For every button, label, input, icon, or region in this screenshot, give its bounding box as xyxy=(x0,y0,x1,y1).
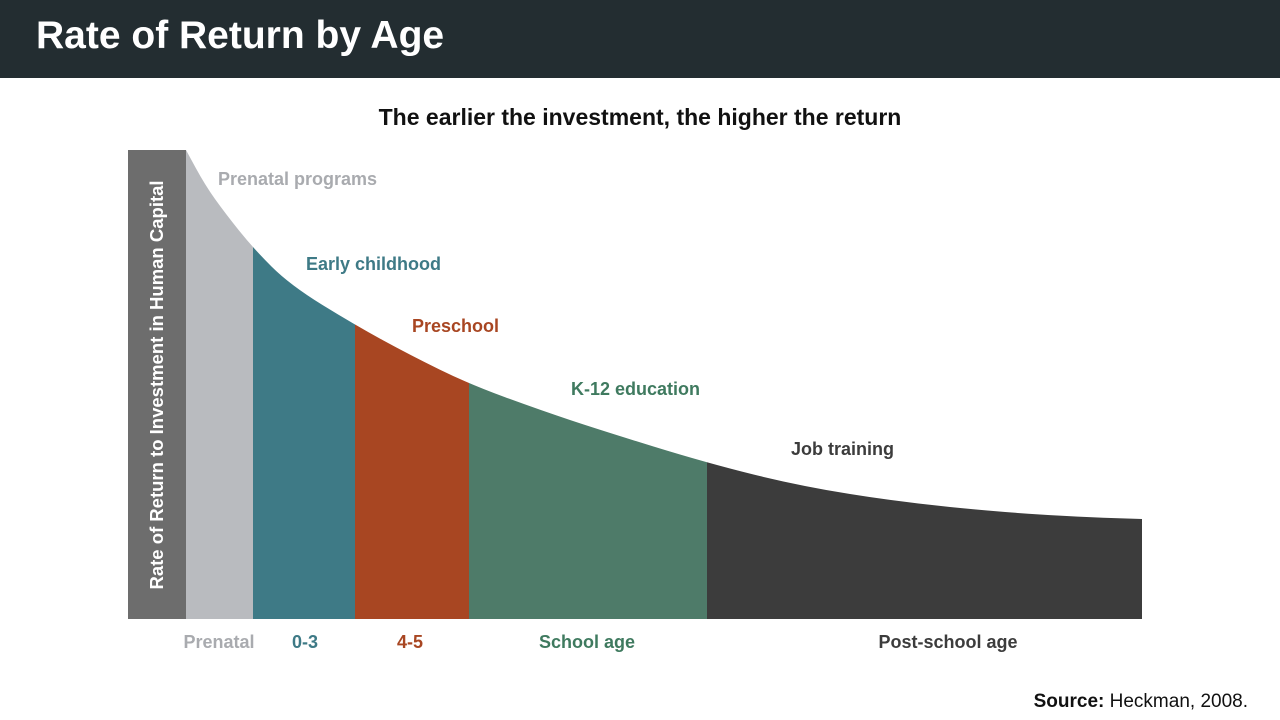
source-label: Source: xyxy=(1033,691,1105,712)
period-label-prenatal: Prenatal xyxy=(183,632,254,652)
y-axis-label: Rate of Return to Investment in Human Ca… xyxy=(146,180,167,589)
page-title: Rate of Return by Age xyxy=(36,14,445,57)
source-citation: Source: Heckman, 2008. xyxy=(1034,691,1248,713)
program-label-prenatal-programs: Prenatal programs xyxy=(218,169,377,189)
title-bar: Rate of Return by Age xyxy=(0,0,1280,78)
source-text: Heckman, 2008. xyxy=(1109,691,1248,712)
program-label-job-training: Job training xyxy=(791,439,894,459)
segment-4-5 xyxy=(355,150,469,619)
program-label-early-childhood: Early childhood xyxy=(306,254,441,274)
period-label-4-5: 4-5 xyxy=(397,632,423,652)
program-label-k-12-education: K-12 education xyxy=(571,379,700,399)
period-label-school-age: School age xyxy=(539,632,635,652)
segment-0-3 xyxy=(253,150,355,619)
program-label-preschool: Preschool xyxy=(412,316,499,336)
period-label-post-school-age: Post-school age xyxy=(878,632,1017,652)
segment-post-school-age xyxy=(707,150,1142,619)
y-axis-label-bar xyxy=(128,150,186,619)
segment-prenatal xyxy=(186,150,253,619)
chart-subtitle: The earlier the investment, the higher t… xyxy=(378,104,902,130)
period-label-0-3: 0-3 xyxy=(292,632,318,652)
